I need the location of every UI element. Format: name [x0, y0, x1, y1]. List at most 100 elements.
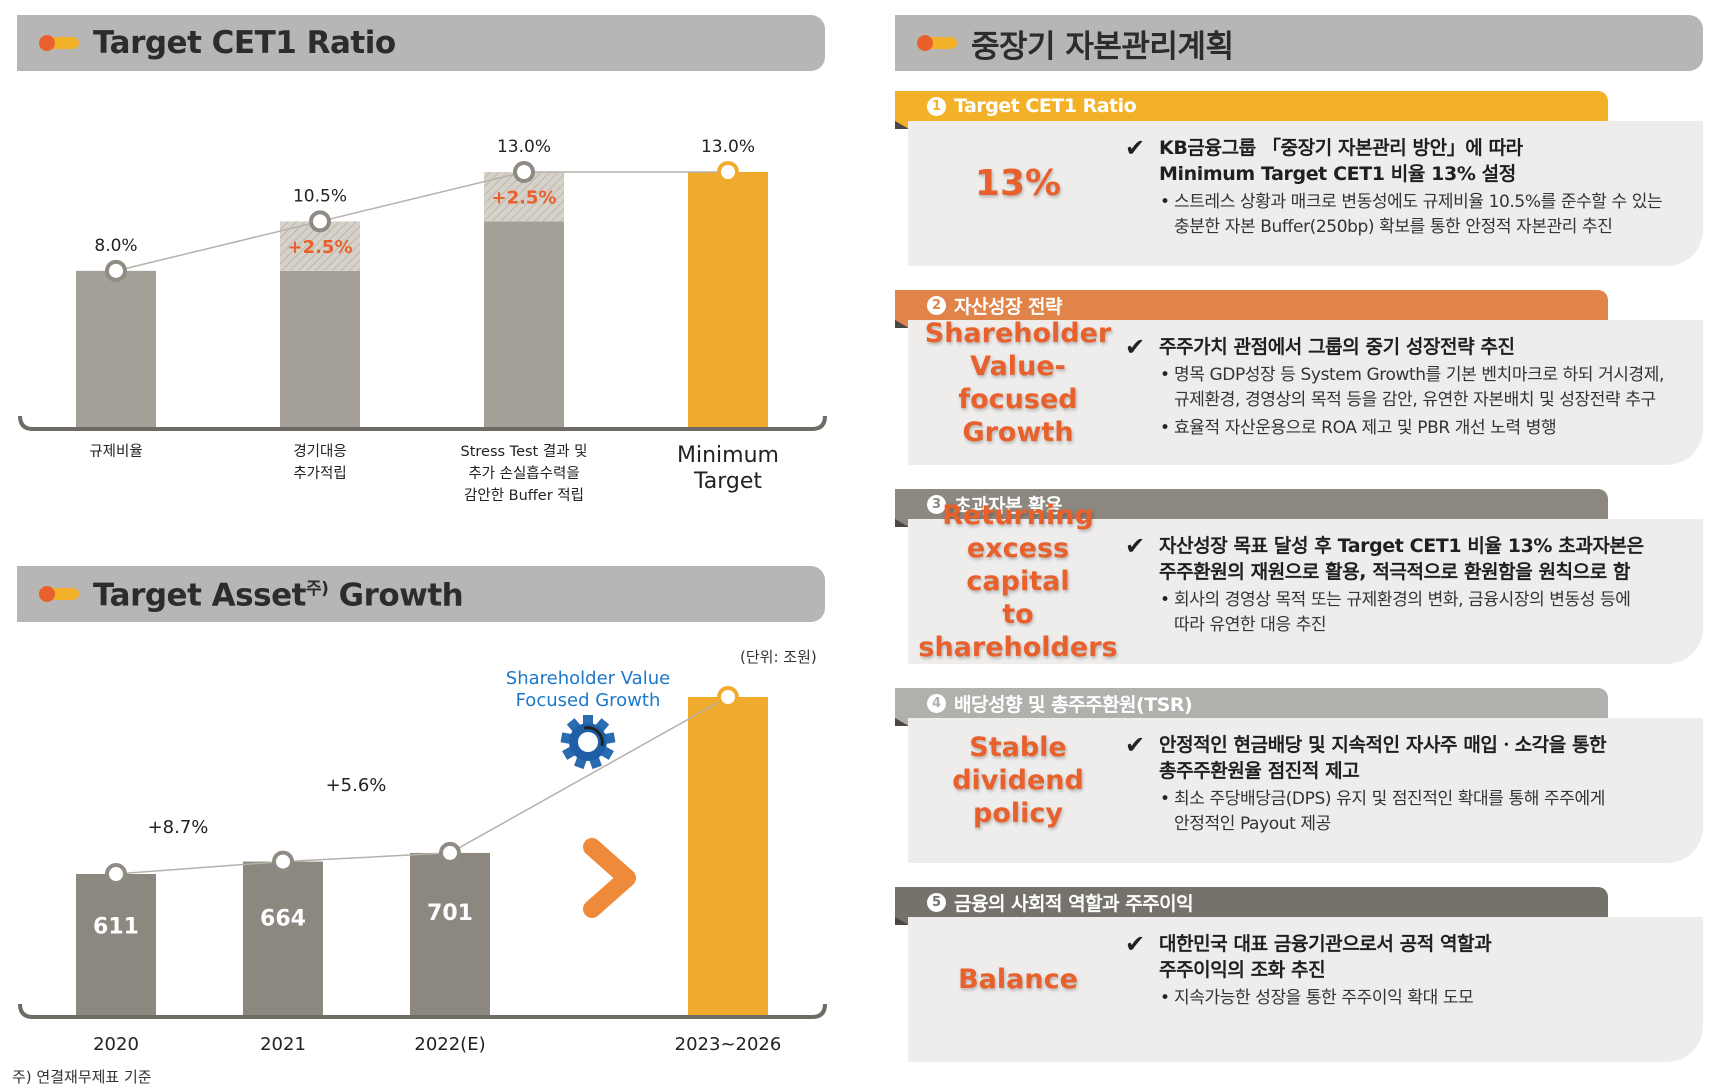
- card-keyword: Balance: [918, 917, 1118, 1042]
- tab-fold: [895, 718, 909, 726]
- check-icon: ✔: [1125, 930, 1145, 958]
- card-tab: 5 금융의 사회적 역할과 주주이익: [895, 887, 1608, 917]
- value-label: 8.0%: [94, 236, 137, 256]
- keyword-line: Returning: [942, 500, 1094, 531]
- check-icon: ✔: [1125, 333, 1145, 361]
- tab-fold: [895, 519, 909, 527]
- tab-fold: [895, 320, 909, 328]
- plan-card-4: 4 배당성향 및 총주주환원(TSR) Stable dividend policy …: [895, 688, 1703, 863]
- plan-section-header: 중장기 자본관리계획: [895, 15, 1703, 71]
- card-tab: 4 배당성향 및 총주주환원(TSR): [895, 688, 1608, 718]
- card-points: ✔주주가치 관점에서 그룹의 중기 성장전략 추진 명목 GDP성장 등 Sys…: [1125, 334, 1700, 441]
- plan-card-5: 5 금융의 사회적 역할과 주주이익 Balance ✔ 대한민국 대표 금융기관으…: [895, 887, 1703, 1062]
- step-number: 5: [927, 892, 946, 912]
- keyword-line: 13%: [974, 163, 1062, 204]
- keyword-line: Stable: [969, 732, 1067, 763]
- card-points: ✔ KB금융그룹 「중장기 자본관리 방안」에 따라 Minimum Target …: [1125, 135, 1700, 240]
- category-label: Minimum: [677, 443, 779, 468]
- category-label: 2020: [93, 1034, 139, 1055]
- bar-base: [280, 270, 360, 429]
- plan-card-1: 1 Target CET1 Ratio 13% ✔ KB금융그룹 「중장기 자본관리…: [895, 91, 1703, 266]
- step-number: 4: [927, 693, 946, 713]
- value-marker: [105, 259, 127, 282]
- keyword-line: Value-focused: [958, 350, 1078, 415]
- trend-line: [449, 696, 729, 854]
- gear-tooth: [583, 715, 593, 727]
- cet1-section-header: Target CET1 Ratio: [17, 15, 825, 71]
- category-label: 감안한 Buffer 적립: [464, 487, 584, 504]
- card-body: Stable dividend policy ✔ 안정적인 현금배당 및 지속적인 자…: [908, 718, 1703, 863]
- card-tab-label: 배당성향 및 총주주환원(TSR): [954, 693, 1193, 716]
- category-label: 2021: [260, 1034, 306, 1055]
- card-bullet: 명목 GDP성장 등 System Growth를 기본 벤치마크로 하되 거시…: [1125, 363, 1700, 413]
- value-label: 10.5%: [293, 186, 347, 206]
- card-points: ✔ 자산성장 목표 달성 후 Target CET1 비율 13% 초과자본은 주주…: [1125, 533, 1700, 638]
- keyword-line: Growth: [962, 416, 1074, 448]
- card-points: ✔ 안정적인 현금배당 및 지속적인 자사주 매입ㆍ소각을 통한 총주주환원율 점진…: [1125, 732, 1700, 837]
- step-number: 2: [927, 295, 946, 315]
- gear-arc: [583, 726, 604, 747]
- charts-canvas: +2.5% +2.5% 8.0% 10.5% 13.0% 13.0% 규제비율 경기대응추가적…: [18, 137, 827, 1055]
- unit-label: (단위: 조원): [740, 648, 817, 666]
- value-marker: [272, 850, 294, 873]
- card-keyword: Shareholder Value-focused Growth: [918, 318, 1118, 448]
- value-label: 13.0%: [701, 137, 755, 157]
- value-marker: [309, 210, 331, 233]
- bar-target: [688, 172, 768, 429]
- tab-fold: [895, 121, 909, 129]
- card-bullet: 효율적 자산운용으로 ROA 제고 및 PBR 개선 노력 병행: [1125, 416, 1700, 441]
- asset-section-header: Target Asset주) Growth: [17, 566, 825, 622]
- tab-fold: [895, 917, 909, 925]
- card-headline: ✔ 자산성장 목표 달성 후 Target CET1 비율 13% 초과자본은 주주…: [1125, 532, 1644, 583]
- trend-line: [282, 852, 451, 863]
- cet1-section-title: Target CET1 Ratio: [93, 25, 396, 61]
- card-tab: 1 Target CET1 Ratio: [895, 91, 1608, 121]
- card-body: Balance ✔ 대한민국 대표 금융기관으로서 공적 역할과 주주이익의 조화 …: [908, 917, 1703, 1062]
- asset-section-title: Target Asset주) Growth: [93, 577, 464, 614]
- growth-label: +5.6%: [326, 775, 387, 796]
- gear-icon: [560, 715, 616, 770]
- marker-target: [717, 161, 739, 183]
- arrow-icon-head: [583, 838, 636, 918]
- value-marker: [439, 841, 461, 864]
- value-marker: [105, 863, 127, 885]
- gear-hole: [578, 732, 598, 752]
- growth-label: +8.7%: [148, 817, 209, 838]
- plan-card-3: 3 초과자본 활용 Returning excess capital to share…: [895, 489, 1703, 664]
- card-tab-label: 자산성장 전략: [954, 295, 1063, 318]
- buffer-label: +2.5%: [287, 237, 352, 258]
- pill-icon: [917, 35, 957, 51]
- category-label: Stress Test 결과 및: [461, 443, 588, 460]
- card-keyword: Stable dividend policy: [918, 718, 1118, 843]
- card-body: Shareholder Value-focused Growth ✔ 주주가치 관점에…: [908, 318, 1703, 465]
- annotation-label: Focused Growth: [516, 690, 661, 711]
- card-tab-label: 초과자본 활용: [954, 494, 1063, 517]
- bar-value-label: 701: [427, 901, 473, 926]
- keyword-line: dividend: [952, 765, 1084, 796]
- card-bullet: 지속가능한 성장을 통한 주주이익 확대 도모: [1125, 986, 1700, 1011]
- category-label: 2022(E): [414, 1034, 485, 1055]
- card-headline: ✔ KB금융그룹 「중장기 자본관리 방안」에 따라 Minimum Target …: [1125, 134, 1523, 185]
- baseline-axis: [18, 1003, 827, 1019]
- card-tab-label: Target CET1 Ratio: [954, 95, 1137, 117]
- keyword-line: to shareholders: [918, 599, 1118, 663]
- bar-target: [688, 697, 768, 1017]
- category-label: 추가 손실흡수력을: [468, 465, 579, 482]
- pill-icon: [39, 586, 79, 602]
- keyword-line: excess capital: [966, 533, 1070, 597]
- keyword-line: policy: [973, 798, 1063, 829]
- step-number: 1: [927, 96, 946, 116]
- category-label: 2023~2026: [675, 1034, 782, 1055]
- annotation-label: Shareholder Value: [506, 668, 670, 689]
- bar-value-label: 611: [93, 914, 139, 939]
- bar-asset: [243, 861, 323, 1017]
- check-icon: ✔: [1125, 532, 1145, 560]
- pill-icon: [39, 35, 79, 51]
- bar-base: [484, 221, 564, 429]
- bar-asset: [410, 852, 490, 1017]
- card-bullet: 스트레스 상황과 매크로 변동성에도 규제비율 10.5%를 준수할 수 있는충…: [1125, 190, 1700, 240]
- category-label: 추가적립: [293, 465, 346, 482]
- card-body: Returning excess capital to shareholders ✔…: [908, 500, 1703, 664]
